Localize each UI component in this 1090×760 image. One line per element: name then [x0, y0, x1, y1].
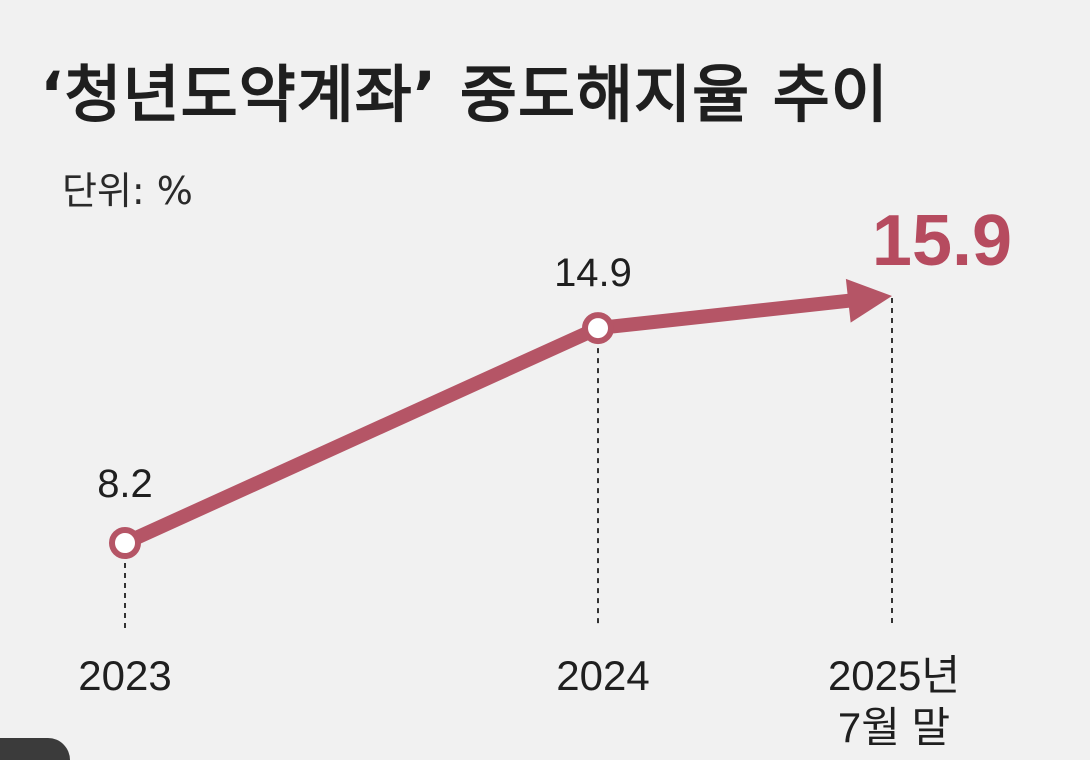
- x-tick-label-1: 2024: [556, 652, 649, 699]
- chart-unit-label: 단위: %: [62, 169, 193, 213]
- arrow-head: [845, 278, 892, 323]
- chart-title: ‘청년도약계좌’ 중도해지율 추이: [40, 58, 889, 131]
- value-label-1: 14.9: [554, 251, 632, 295]
- highlight-value-label: 15.9: [872, 201, 1012, 281]
- x-tick-label-2-line-1: 7월 말: [838, 704, 950, 751]
- point-marker-1: [582, 312, 614, 345]
- series-segment-1: [118, 321, 605, 550]
- point-marker-0: [109, 527, 141, 559]
- value-label-0: 8.2: [97, 462, 153, 506]
- x-tick-label-2-line-0: 2025년: [828, 652, 960, 699]
- corner-overlay: [0, 738, 70, 760]
- x-tick-label-0: 2023: [78, 652, 171, 699]
- series-segment-2: [597, 293, 852, 336]
